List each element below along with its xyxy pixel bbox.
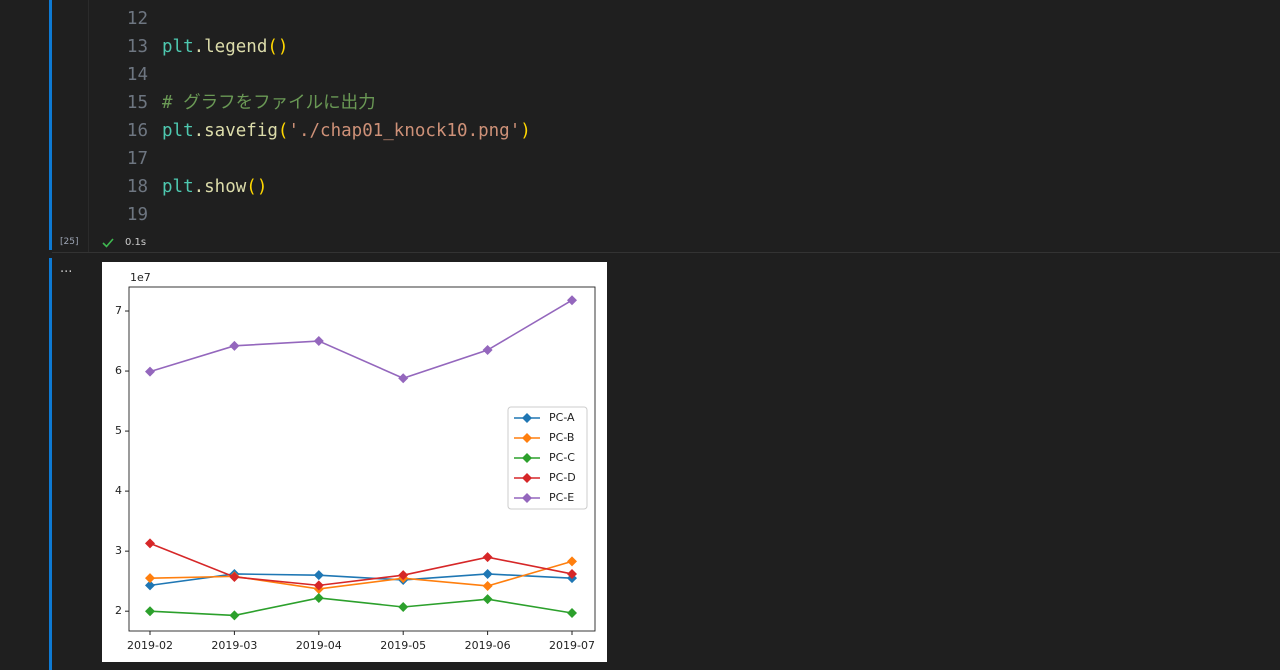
token: ( [277, 121, 289, 141]
legend-marker [522, 493, 532, 503]
token: () [246, 177, 268, 197]
series-line [149, 542, 573, 587]
token: plt [162, 177, 194, 197]
token: './chap01_knock10.png' [288, 121, 521, 141]
series-line [149, 597, 573, 617]
legend-box [507, 406, 588, 510]
data-point [567, 295, 577, 306]
line-number: 16 [126, 121, 148, 141]
token: .savefig [193, 121, 278, 141]
data-point [313, 580, 324, 591]
data-point [482, 552, 493, 563]
data-point [313, 570, 324, 581]
data-point [145, 366, 155, 377]
x-tick-label: 2019-07 [549, 639, 595, 652]
y-tick-label: 7 [115, 304, 122, 317]
line-number: 17 [126, 149, 148, 169]
data-point [482, 594, 493, 605]
data-point [145, 538, 155, 549]
cell-divider [52, 252, 1280, 253]
data-point [567, 568, 577, 579]
legend-label: PC-A [549, 411, 575, 424]
y-tick-label: 6 [115, 364, 122, 377]
y-tick-label: 3 [115, 544, 122, 557]
data-point [145, 580, 155, 591]
y-tick-label: 2 [115, 604, 122, 617]
line-number: 13 [126, 37, 148, 57]
token: () [267, 37, 289, 57]
series-line [149, 299, 573, 380]
legend-label: PC-B [549, 431, 574, 444]
token: plt [162, 121, 194, 141]
data-point [398, 570, 409, 581]
token: .show [193, 177, 247, 197]
y-tick-label: 4 [115, 484, 122, 497]
data-point [482, 345, 493, 356]
data-point [482, 580, 493, 591]
chart: 1e7 2 3 4 5 6 7 2019-02 2019-03 2019-04 2019-05 20… [102, 262, 607, 662]
legend-label: PC-C [549, 451, 575, 464]
data-point [229, 571, 240, 582]
execution-count: [25] [60, 237, 79, 247]
line-number: 15 [126, 93, 148, 113]
line-number: 19 [126, 205, 148, 225]
data-point [313, 592, 324, 603]
legend-marker [522, 433, 532, 443]
token: plt [162, 37, 194, 57]
x-tick-label: 2019-02 [127, 639, 173, 652]
gutter-divider [88, 0, 89, 252]
legend-marker [522, 473, 532, 483]
data-point [229, 610, 240, 621]
legend-label: PC-E [549, 491, 574, 504]
output-indicator [49, 258, 52, 670]
x-tick-label: 2019-04 [296, 639, 342, 652]
legend-marker [522, 413, 532, 423]
y-tick-label: 5 [115, 424, 122, 437]
data-point [567, 607, 577, 618]
cell-indicator [49, 0, 52, 250]
line-number: 12 [126, 9, 148, 29]
x-tick-label: 2019-05 [380, 639, 426, 652]
data-point [398, 601, 409, 612]
legend-marker [522, 453, 532, 463]
offset-label: 1e7 [130, 271, 151, 284]
data-point [398, 373, 409, 384]
output-menu[interactable]: ... [60, 261, 73, 276]
data-point [313, 336, 324, 347]
line-number: 18 [126, 177, 148, 197]
data-point [145, 606, 155, 617]
legend-label: PC-D [549, 471, 576, 484]
data-point [229, 340, 240, 351]
data-point [145, 573, 155, 584]
x-tick-label: 2019-03 [211, 639, 257, 652]
data-point [567, 556, 577, 567]
data-point [482, 568, 493, 579]
token: ) [520, 121, 531, 141]
duration: 0.1s [125, 237, 147, 248]
token: .legend [193, 37, 268, 57]
series-line [149, 560, 573, 590]
plot-frame [128, 286, 596, 632]
success-icon [102, 238, 114, 248]
token: # グラフをファイルに出力 [162, 93, 376, 113]
x-tick-label: 2019-06 [465, 639, 511, 652]
line-number: 14 [126, 65, 148, 85]
series-line [149, 573, 573, 587]
